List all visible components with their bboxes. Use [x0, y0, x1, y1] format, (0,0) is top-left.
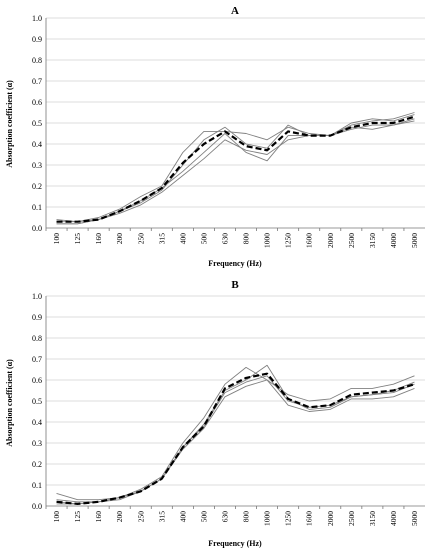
x-tick-label: 4000 [389, 233, 398, 248]
x-ticks: 100 125 160 200 250 315 400 500 630 800 1000 1250 16… [45, 228, 419, 248]
y-axis-label: Absorption coefficient (α) [5, 359, 14, 447]
x-tick-label: 315 [157, 511, 166, 523]
chart-panel-b: B Absorption coefficient (α) Frequency (… [5, 279, 425, 548]
x-tick-label: 1250 [284, 511, 293, 526]
y-ticks: 0.0 0.1 0.2 0.3 0.4 0.5 0.6 0.7 0.8 0.9 1.0 [32, 292, 42, 511]
x-tick-label: 200 [115, 511, 124, 523]
series-line-4 [56, 375, 415, 505]
y-tick-label: 0.8 [32, 334, 42, 343]
x-tick-label: 100 [52, 233, 61, 245]
y-tick-label: 0.7 [32, 355, 42, 364]
y-tick-label: 0.0 [32, 502, 42, 511]
y-tick-label: 0.7 [32, 77, 42, 86]
x-tick-label: 1000 [263, 511, 272, 526]
series-line-3 [56, 379, 415, 505]
x-tick-label: 800 [242, 233, 251, 245]
y-tick-label: 0.9 [32, 313, 42, 322]
series-line-2 [56, 114, 415, 223]
y-tick-label: 1.0 [32, 292, 42, 301]
x-tick-label: 2500 [347, 233, 356, 248]
y-tick-label: 0.0 [32, 224, 42, 233]
chart-panel-a: A Absorption coefficient (α) Frequency (… [5, 5, 425, 268]
series-line-4 [56, 120, 415, 225]
x-tick-label: 400 [178, 233, 187, 245]
series-line-mean [56, 115, 415, 223]
x-tick-label: 400 [178, 511, 187, 523]
x-tick-label: 125 [73, 511, 82, 523]
x-tick-label: 2000 [326, 233, 335, 248]
series-line-3 [56, 118, 415, 225]
y-tick-label: 0.3 [32, 161, 42, 170]
x-tick-label: 250 [136, 511, 145, 523]
y-tick-label: 0.6 [32, 98, 42, 107]
series-line-1 [56, 112, 415, 223]
y-tick-label: 1.0 [32, 14, 42, 23]
y-tick-label: 0.1 [32, 203, 42, 212]
y-ticks: 0.0 0.1 0.2 0.3 0.4 0.5 0.6 0.7 0.8 0.9 1.0 [32, 14, 42, 233]
x-tick-label: 160 [94, 511, 103, 523]
x-tick-label: 3150 [368, 233, 377, 248]
grid [45, 295, 425, 507]
x-tick-label: 160 [94, 233, 103, 245]
x-tick-label: 1600 [305, 233, 314, 248]
grid [45, 17, 425, 229]
x-tick-label: 315 [157, 233, 166, 245]
series-lines [56, 364, 415, 505]
y-axis-label: Absorption coefficient (α) [5, 80, 14, 168]
x-axis-label: Frequency (Hz) [208, 259, 262, 268]
x-ticks: 100 125 160 200 250 315 400 500 630 800 1000 1250 16… [45, 506, 419, 526]
y-tick-label: 0.4 [32, 418, 42, 427]
x-tick-label: 200 [115, 233, 124, 245]
x-tick-label: 630 [220, 233, 229, 245]
series-line-2 [56, 364, 415, 503]
x-tick-label: 4000 [389, 511, 398, 526]
x-tick-label: 1000 [263, 233, 272, 248]
x-tick-label: 800 [242, 511, 251, 523]
y-tick-label: 0.1 [32, 481, 42, 490]
x-tick-label: 5000 [410, 233, 419, 248]
y-tick-label: 0.2 [32, 460, 42, 469]
x-tick-label: 125 [73, 233, 82, 245]
series-line-mean [56, 372, 415, 505]
chart-title: A [231, 5, 239, 17]
x-tick-label: 1250 [284, 233, 293, 248]
x-tick-label: 630 [220, 511, 229, 523]
y-tick-label: 0.2 [32, 182, 42, 191]
y-tick-label: 0.4 [32, 140, 42, 149]
series-lines [56, 112, 415, 225]
x-tick-label: 100 [52, 511, 61, 523]
x-tick-label: 3150 [368, 511, 377, 526]
x-tick-label: 1600 [305, 511, 314, 526]
y-tick-label: 0.5 [32, 397, 42, 406]
y-tick-label: 0.3 [32, 439, 42, 448]
chart-title: B [231, 279, 239, 291]
x-tick-label: 2000 [326, 511, 335, 526]
x-tick-label: 500 [199, 233, 208, 245]
y-tick-label: 0.9 [32, 35, 42, 44]
y-tick-label: 0.6 [32, 376, 42, 385]
x-tick-label: 2500 [347, 511, 356, 526]
y-tick-label: 0.5 [32, 119, 42, 128]
x-tick-label: 250 [136, 233, 145, 245]
x-axis-label: Frequency (Hz) [208, 539, 262, 548]
y-tick-label: 0.8 [32, 56, 42, 65]
x-tick-label: 500 [199, 511, 208, 523]
x-tick-label: 5000 [410, 511, 419, 526]
